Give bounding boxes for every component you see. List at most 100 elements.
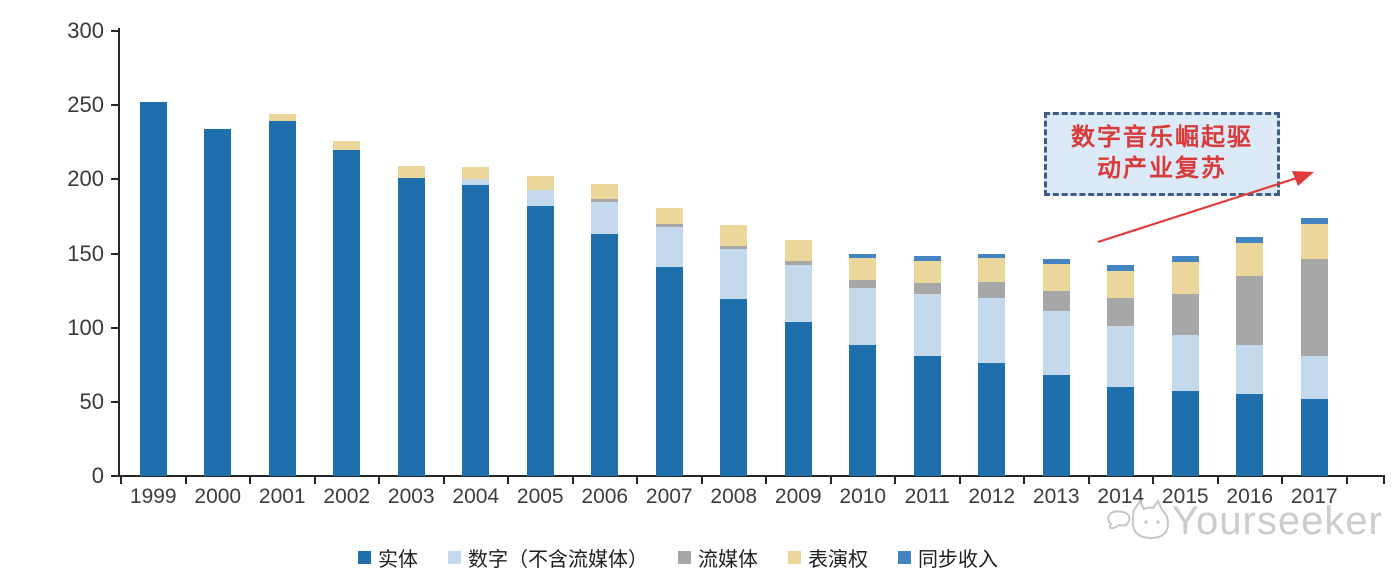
x-axis-tick — [507, 476, 509, 484]
x-axis-tick — [958, 476, 961, 484]
bar-segment-2010 — [849, 253, 877, 258]
bar-segment-2012 — [978, 253, 1006, 258]
watermark-brand-text: Yourseeker — [1172, 499, 1383, 543]
x-axis-tick — [1216, 476, 1219, 484]
bar-segment-2017 — [1300, 355, 1328, 399]
bar-segment-2014 — [1107, 271, 1135, 298]
bar-segment-2011 — [913, 283, 941, 294]
bar-segment-2006 — [591, 201, 619, 235]
x-axis-label-2017: 2017 — [1290, 485, 1338, 508]
y-axis-tick — [111, 30, 119, 32]
x-axis-tick — [765, 476, 767, 484]
x-axis-label-2012: 2012 — [968, 485, 1016, 508]
bar-segment-2013 — [1042, 311, 1070, 376]
y-axis-tick — [111, 326, 119, 329]
y-axis-line — [118, 28, 120, 477]
watermark-cat-logo — [1107, 498, 1170, 540]
bar-segment-2008 — [720, 246, 748, 250]
x-axis-label-2000: 2000 — [194, 485, 242, 508]
y-axis-tick — [111, 178, 119, 181]
bar-segment-2014 — [1107, 326, 1135, 387]
y-axis-tick-label: 100 — [67, 314, 104, 340]
bar-segment-2002 — [333, 140, 361, 150]
bar-segment-2005 — [526, 206, 554, 476]
bar-segment-2001 — [268, 121, 296, 476]
x-axis-tick — [120, 476, 122, 484]
bar-segment-2017 — [1300, 223, 1328, 260]
watermark: Yourseeker — [1104, 496, 1383, 546]
bar-segment-2010 — [849, 345, 877, 476]
bar-segment-2010 — [849, 287, 877, 346]
bar-segment-2010 — [849, 257, 877, 281]
bar-segment-2017 — [1300, 217, 1328, 224]
bar-segment-2005 — [526, 189, 554, 207]
y-axis-tick-label: 300 — [67, 18, 104, 43]
x-axis-tick — [1281, 476, 1283, 484]
bar-segment-2011 — [913, 355, 941, 476]
bar-segment-2013 — [1042, 375, 1070, 476]
legend-item: 流媒体 — [678, 543, 758, 572]
bar-segment-2016 — [1236, 275, 1264, 346]
x-axis-tick — [378, 476, 380, 484]
x-axis-tick — [313, 476, 316, 484]
x-axis-label-2016: 2016 — [1226, 485, 1274, 508]
bar-segment-2011 — [913, 256, 941, 261]
bar-segment-2001 — [268, 114, 296, 122]
x-axis-line — [118, 475, 1385, 477]
bar-segment-2013 — [1042, 259, 1070, 264]
bar-segment-2015 — [1171, 262, 1199, 294]
bar-segment-2000 — [204, 128, 232, 476]
legend-swatch-icon — [358, 551, 371, 564]
bar-segment-2008 — [720, 225, 748, 247]
y-axis-tick — [111, 475, 119, 477]
y-axis-tick-label: 150 — [67, 240, 104, 266]
bar-segment-2009 — [784, 260, 812, 266]
x-axis-label-1999: 1999 — [129, 485, 177, 508]
x-axis-tick — [894, 476, 896, 484]
bar-segment-2015 — [1171, 335, 1199, 392]
x-axis-tick — [571, 476, 574, 484]
bar-segment-2004 — [462, 167, 490, 180]
bar-segment-2003 — [397, 165, 425, 178]
x-axis-label-2002: 2002 — [323, 485, 371, 508]
bar-segment-2012 — [978, 363, 1006, 476]
y-axis-tick-label: 0 — [91, 463, 104, 488]
annotation-callout-box: 数字音乐崛起驱 动产业复苏 — [1044, 112, 1280, 196]
bar-segment-2014 — [1107, 298, 1135, 327]
bar-segment-2015 — [1171, 293, 1199, 336]
x-axis-tick — [1023, 476, 1025, 484]
legend-label: 同步收入 — [918, 549, 998, 571]
y-axis-tick — [111, 252, 119, 255]
x-axis-label-2014: 2014 — [1097, 485, 1145, 508]
bar-segment-2006 — [591, 183, 619, 199]
legend-swatch-icon — [788, 551, 801, 564]
bar-segment-2004 — [462, 185, 490, 476]
legend-swatch-icon — [678, 551, 691, 564]
x-axis-label-2005: 2005 — [516, 485, 564, 508]
annotation-text-line1: 数字音乐崛起驱 — [1071, 125, 1253, 151]
x-axis-label-2010: 2010 — [839, 485, 887, 508]
bar-segment-2007 — [655, 207, 683, 224]
bar-segment-2002 — [333, 149, 361, 476]
bar-segment-2015 — [1171, 391, 1199, 476]
x-axis-label-2006: 2006 — [581, 485, 629, 508]
bar-segment-2006 — [591, 234, 619, 476]
x-axis-label-2015: 2015 — [1161, 485, 1209, 508]
bar-segment-2016 — [1236, 237, 1264, 244]
x-axis-tick — [829, 476, 832, 484]
x-axis-label-2004: 2004 — [452, 485, 500, 508]
y-axis-tick — [111, 104, 119, 107]
bar-segment-2009 — [784, 240, 812, 261]
bar-segment-2012 — [978, 281, 1006, 298]
legend-swatch-icon — [898, 551, 911, 564]
x-axis-label-2013: 2013 — [1032, 485, 1080, 508]
bar-segment-1999 — [139, 102, 167, 476]
y-axis-tick-label: 250 — [67, 92, 104, 118]
bar-segment-2016 — [1236, 345, 1264, 395]
bar-segment-2012 — [978, 257, 1006, 282]
bar-segment-2017 — [1300, 259, 1328, 356]
bar-segment-2012 — [978, 298, 1006, 364]
x-axis-label-2001: 2001 — [258, 485, 306, 508]
x-axis-tick — [1345, 476, 1348, 484]
